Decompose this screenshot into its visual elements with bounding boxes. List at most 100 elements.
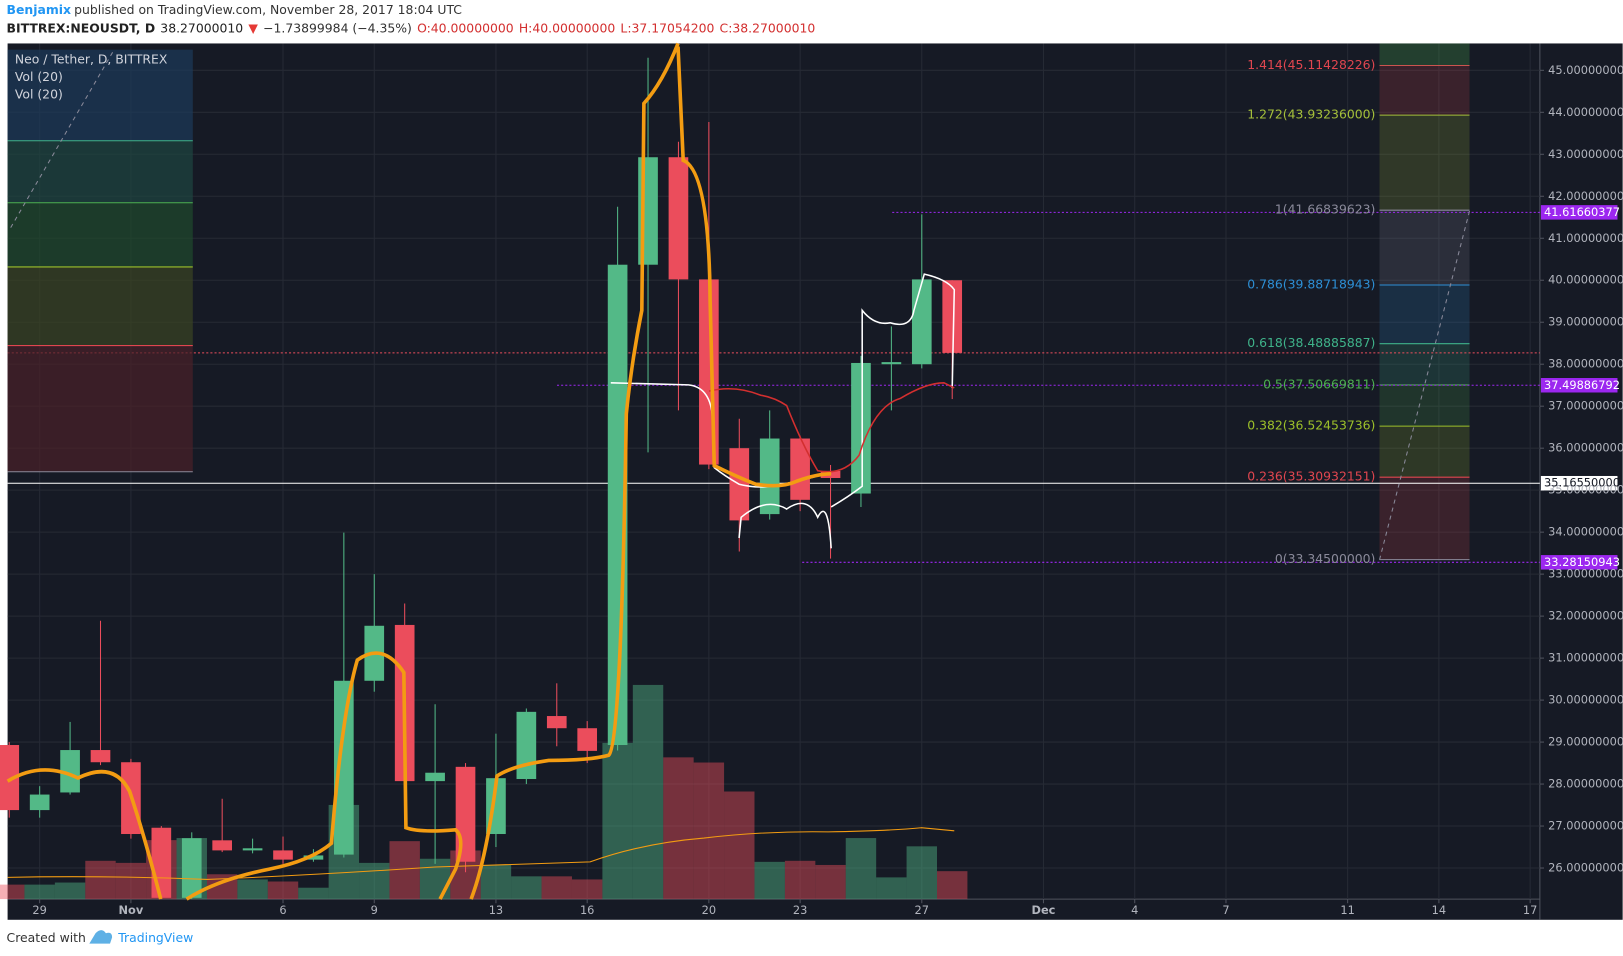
symbol: BITTREX:NEOUSDT, D — [7, 20, 156, 35]
fib-label: 0.786(39.88718943) — [1247, 276, 1375, 291]
volume-bar — [359, 862, 390, 900]
y-tick-label: 43.00000000 — [1548, 147, 1623, 161]
candle-body — [668, 157, 689, 280]
fib-label: 1.414(45.11428226) — [1247, 57, 1375, 72]
candle-body — [90, 750, 111, 763]
candle-body — [29, 794, 50, 811]
change: −1.73899984 (−4.35%) — [263, 20, 412, 35]
candle-body — [851, 362, 871, 494]
fib-band — [7, 49, 193, 141]
x-tick-label: 17 — [1523, 903, 1537, 917]
legend-indicator: Vol (20) — [15, 87, 63, 102]
price-label: 33.28150943 — [1544, 555, 1620, 569]
fib-band — [1379, 477, 1470, 560]
x-tick-label: 11 — [1340, 903, 1354, 917]
x-tick-label: 4 — [1131, 903, 1138, 917]
fib-label: 0.5(37.50669811) — [1263, 376, 1375, 391]
price-label: 41.61660377 — [1544, 205, 1620, 219]
fib-band — [7, 345, 193, 472]
candle-body — [303, 855, 324, 860]
footer-text: Created with — [7, 930, 86, 945]
y-tick-label: 34.00000000 — [1548, 525, 1623, 539]
x-tick-label: 23 — [793, 903, 807, 917]
candle-body — [60, 750, 80, 793]
volume-bar — [571, 879, 603, 900]
candle-body — [911, 279, 932, 365]
drawing-line — [738, 273, 956, 549]
author[interactable]: Benjamix — [7, 2, 72, 17]
y-tick-label: 45.00000000 — [1548, 63, 1623, 77]
ohlc-open: O:40.00000000 — [417, 20, 514, 35]
fib-trend — [10, 49, 115, 228]
volume-bar — [85, 860, 116, 900]
fib-label: 0.236(35.30932151) — [1247, 469, 1375, 484]
x-tick-label: 20 — [702, 903, 716, 917]
candle-body — [334, 680, 354, 855]
volume-bar — [815, 864, 846, 900]
fib-band — [7, 202, 193, 267]
volume-bar — [0, 884, 25, 900]
volume — [0, 684, 968, 900]
ohlc-close: C:38.27000010 — [720, 20, 816, 35]
brand-logo — [89, 930, 113, 944]
fib-label: 0.382(36.52453736) — [1247, 418, 1375, 433]
volume-bar — [511, 876, 542, 900]
legend-title: Neo / Tether, D, BITTREX — [15, 52, 168, 67]
indicator-line — [6, 42, 832, 901]
fib-band — [1379, 65, 1470, 116]
volume-bar — [237, 879, 268, 900]
price-badge — [1540, 555, 1618, 570]
volume-bar — [845, 838, 877, 900]
fib-band — [1379, 426, 1470, 478]
volume-bar — [267, 881, 299, 900]
candle-body — [790, 438, 810, 500]
change-arrow: ▼ — [248, 20, 258, 35]
price-label: 37.49886792 — [1544, 378, 1620, 392]
grid — [7, 43, 1540, 900]
y-tick-label: 41.00000000 — [1548, 231, 1623, 245]
x-tick-label: 13 — [489, 903, 503, 917]
y-tick-label: 33.00000000 — [1548, 567, 1623, 581]
y-tick-label: 35.00000000 — [1548, 483, 1623, 497]
x-tick-label: 9 — [371, 903, 378, 917]
footer-brand[interactable]: TradingView — [117, 930, 193, 945]
ohlc-high: H:40.00000000 — [519, 20, 615, 35]
y-tick-label: 42.00000000 — [1548, 189, 1623, 203]
y-tick-label: 28.00000000 — [1548, 777, 1623, 791]
x-tick-label: 14 — [1432, 903, 1446, 917]
y-tick-label: 31.00000000 — [1548, 651, 1623, 665]
volume-bar — [419, 858, 451, 900]
x-tick-label: 6 — [279, 903, 286, 917]
x-tick-label: 29 — [32, 903, 46, 917]
volume-bar — [541, 876, 572, 900]
volume-bar — [632, 684, 664, 900]
fib-trend — [1379, 210, 1471, 560]
x-tick-label: Nov — [119, 903, 144, 917]
fib-band — [1379, 210, 1470, 285]
candle-body — [151, 827, 172, 898]
drawing-line — [708, 382, 955, 473]
volume-bar — [54, 882, 86, 900]
volume-ma — [7, 827, 955, 880]
volume-bar — [298, 887, 329, 900]
plot-background — [7, 43, 1623, 920]
y-tick-label: 37.00000000 — [1548, 399, 1623, 413]
candle-body — [212, 840, 233, 851]
drawings — [6, 42, 1471, 901]
ohlc-low: L:37.17054200 — [620, 20, 714, 35]
y-tick-label: 38.00000000 — [1548, 357, 1623, 371]
fib-band — [1379, 384, 1470, 427]
candle-body — [546, 716, 567, 729]
legend-indicator: Vol (20) — [15, 69, 63, 84]
y-tick-label: 36.00000000 — [1548, 441, 1623, 455]
candle-body — [516, 711, 537, 780]
y-tick-label: 39.00000000 — [1548, 315, 1623, 329]
candle-body — [942, 280, 963, 353]
y-tick-label: 27.00000000 — [1548, 819, 1623, 833]
fib-band — [1379, 115, 1470, 211]
y-tick-label: 30.00000000 — [1548, 693, 1623, 707]
price-label: 35.16550000 — [1544, 476, 1620, 490]
volume-bar — [876, 877, 907, 900]
volume-bar — [754, 861, 785, 900]
